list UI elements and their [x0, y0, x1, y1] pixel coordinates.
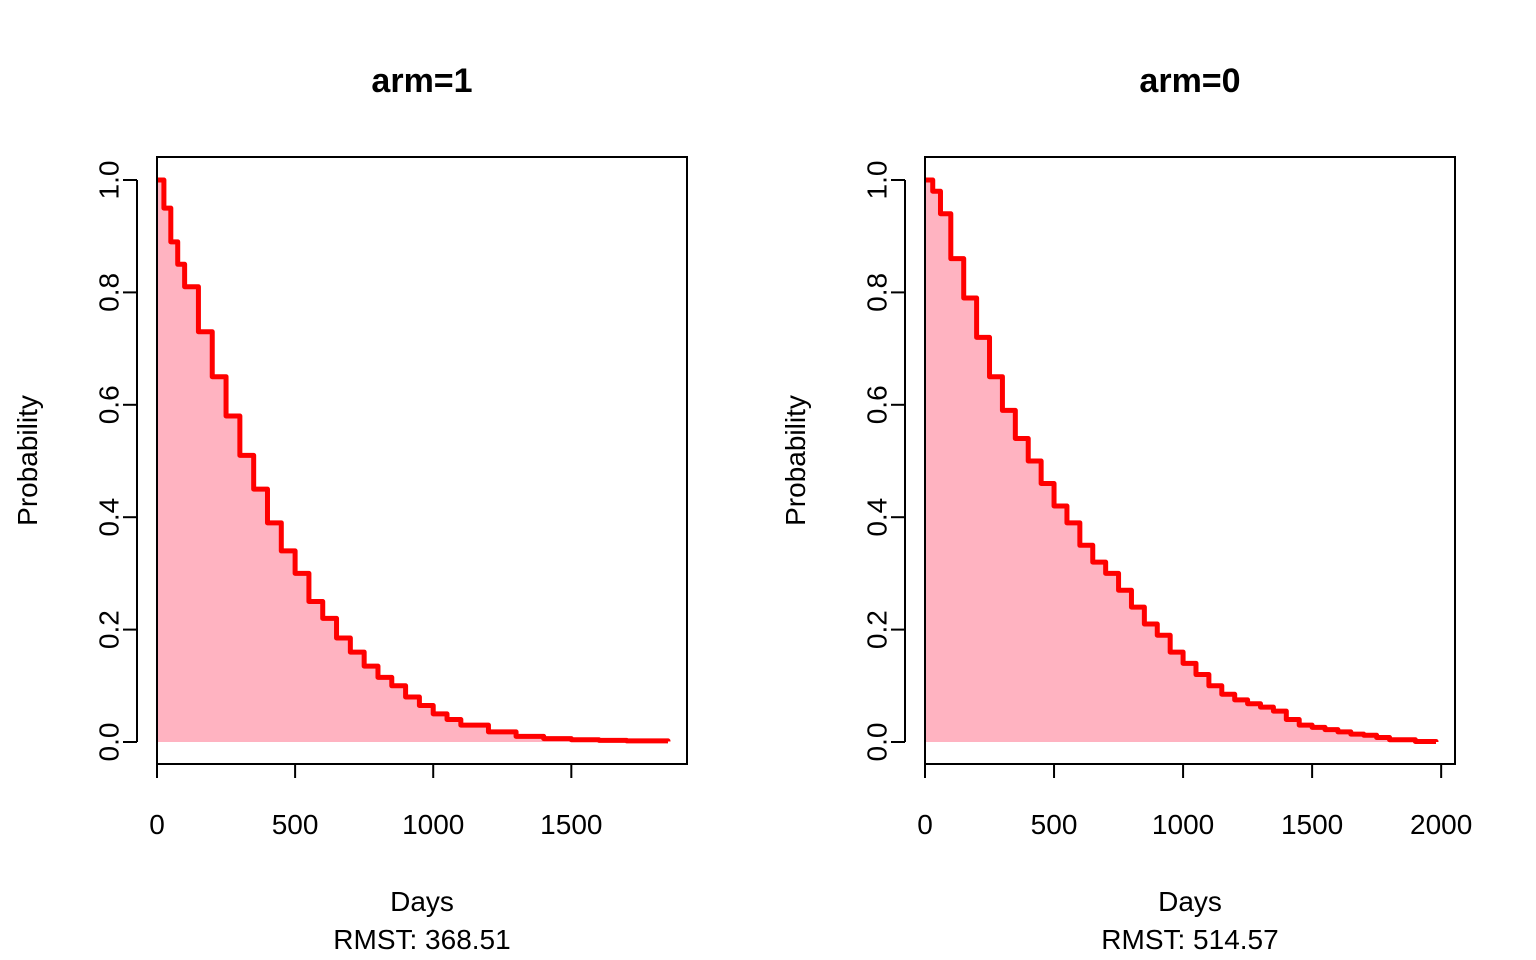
x-axis: 0 500 1000 1500 2000: [917, 763, 1472, 840]
x-tick-label: 500: [272, 809, 319, 840]
survival-curve: [925, 177, 1439, 744]
y-axis: 0.0 0.2 0.4 0.6 0.8 1.0: [94, 161, 138, 762]
y-tick-label: 0.4: [862, 498, 893, 537]
y-tick-label: 0.2: [94, 610, 125, 649]
y-tick-label: 0.6: [862, 385, 893, 424]
x-tick-label: 500: [1031, 809, 1078, 840]
x-tick-label: 0: [149, 809, 165, 840]
y-tick-label: 0.0: [94, 723, 125, 762]
y-tick-label: 0.4: [94, 498, 125, 537]
y-axis-label: Probability: [12, 395, 43, 526]
y-axis: 0.0 0.2 0.4 0.6 0.8 1.0: [862, 161, 906, 762]
rmst-label: RMST: 514.57: [1101, 924, 1278, 955]
area-fill: [157, 180, 668, 742]
y-axis-label: Probability: [780, 395, 811, 526]
y-tick-label: 1.0: [94, 161, 125, 200]
x-tick-label: 1500: [540, 809, 602, 840]
y-tick-label: 1.0: [862, 161, 893, 200]
chart-title: arm=1: [371, 62, 472, 100]
chart-title: arm=0: [1139, 62, 1240, 100]
x-tick-label: 0: [917, 809, 933, 840]
rmst-label: RMST: 368.51: [333, 924, 510, 955]
y-tick-label: 0.8: [862, 273, 893, 312]
y-tick-label: 0.6: [94, 385, 125, 424]
x-tick-label: 1500: [1281, 809, 1343, 840]
x-tick-label: 1000: [402, 809, 464, 840]
y-tick-label: 0.2: [862, 610, 893, 649]
y-tick-label: 0.8: [94, 273, 125, 312]
area-fill: [925, 180, 1436, 742]
chart-panel-arm1: 0.0 0.2 0.4 0.6 0.8 1.0 0 500 1000 1500 arm=1 Da…: [12, 62, 688, 955]
survival-curve: [157, 177, 671, 744]
chart-panel-arm0: 0.0 0.2 0.4 0.6 0.8 1.0 0 500 1000 1500 2000 arm=…: [780, 62, 1472, 955]
y-tick-label: 0.0: [862, 723, 893, 762]
x-axis-label: Days: [1158, 886, 1222, 917]
x-tick-label: 1000: [1152, 809, 1214, 840]
x-tick-label: 2000: [1410, 809, 1472, 840]
x-axis-label: Days: [390, 886, 454, 917]
x-axis: 0 500 1000 1500: [149, 763, 602, 840]
